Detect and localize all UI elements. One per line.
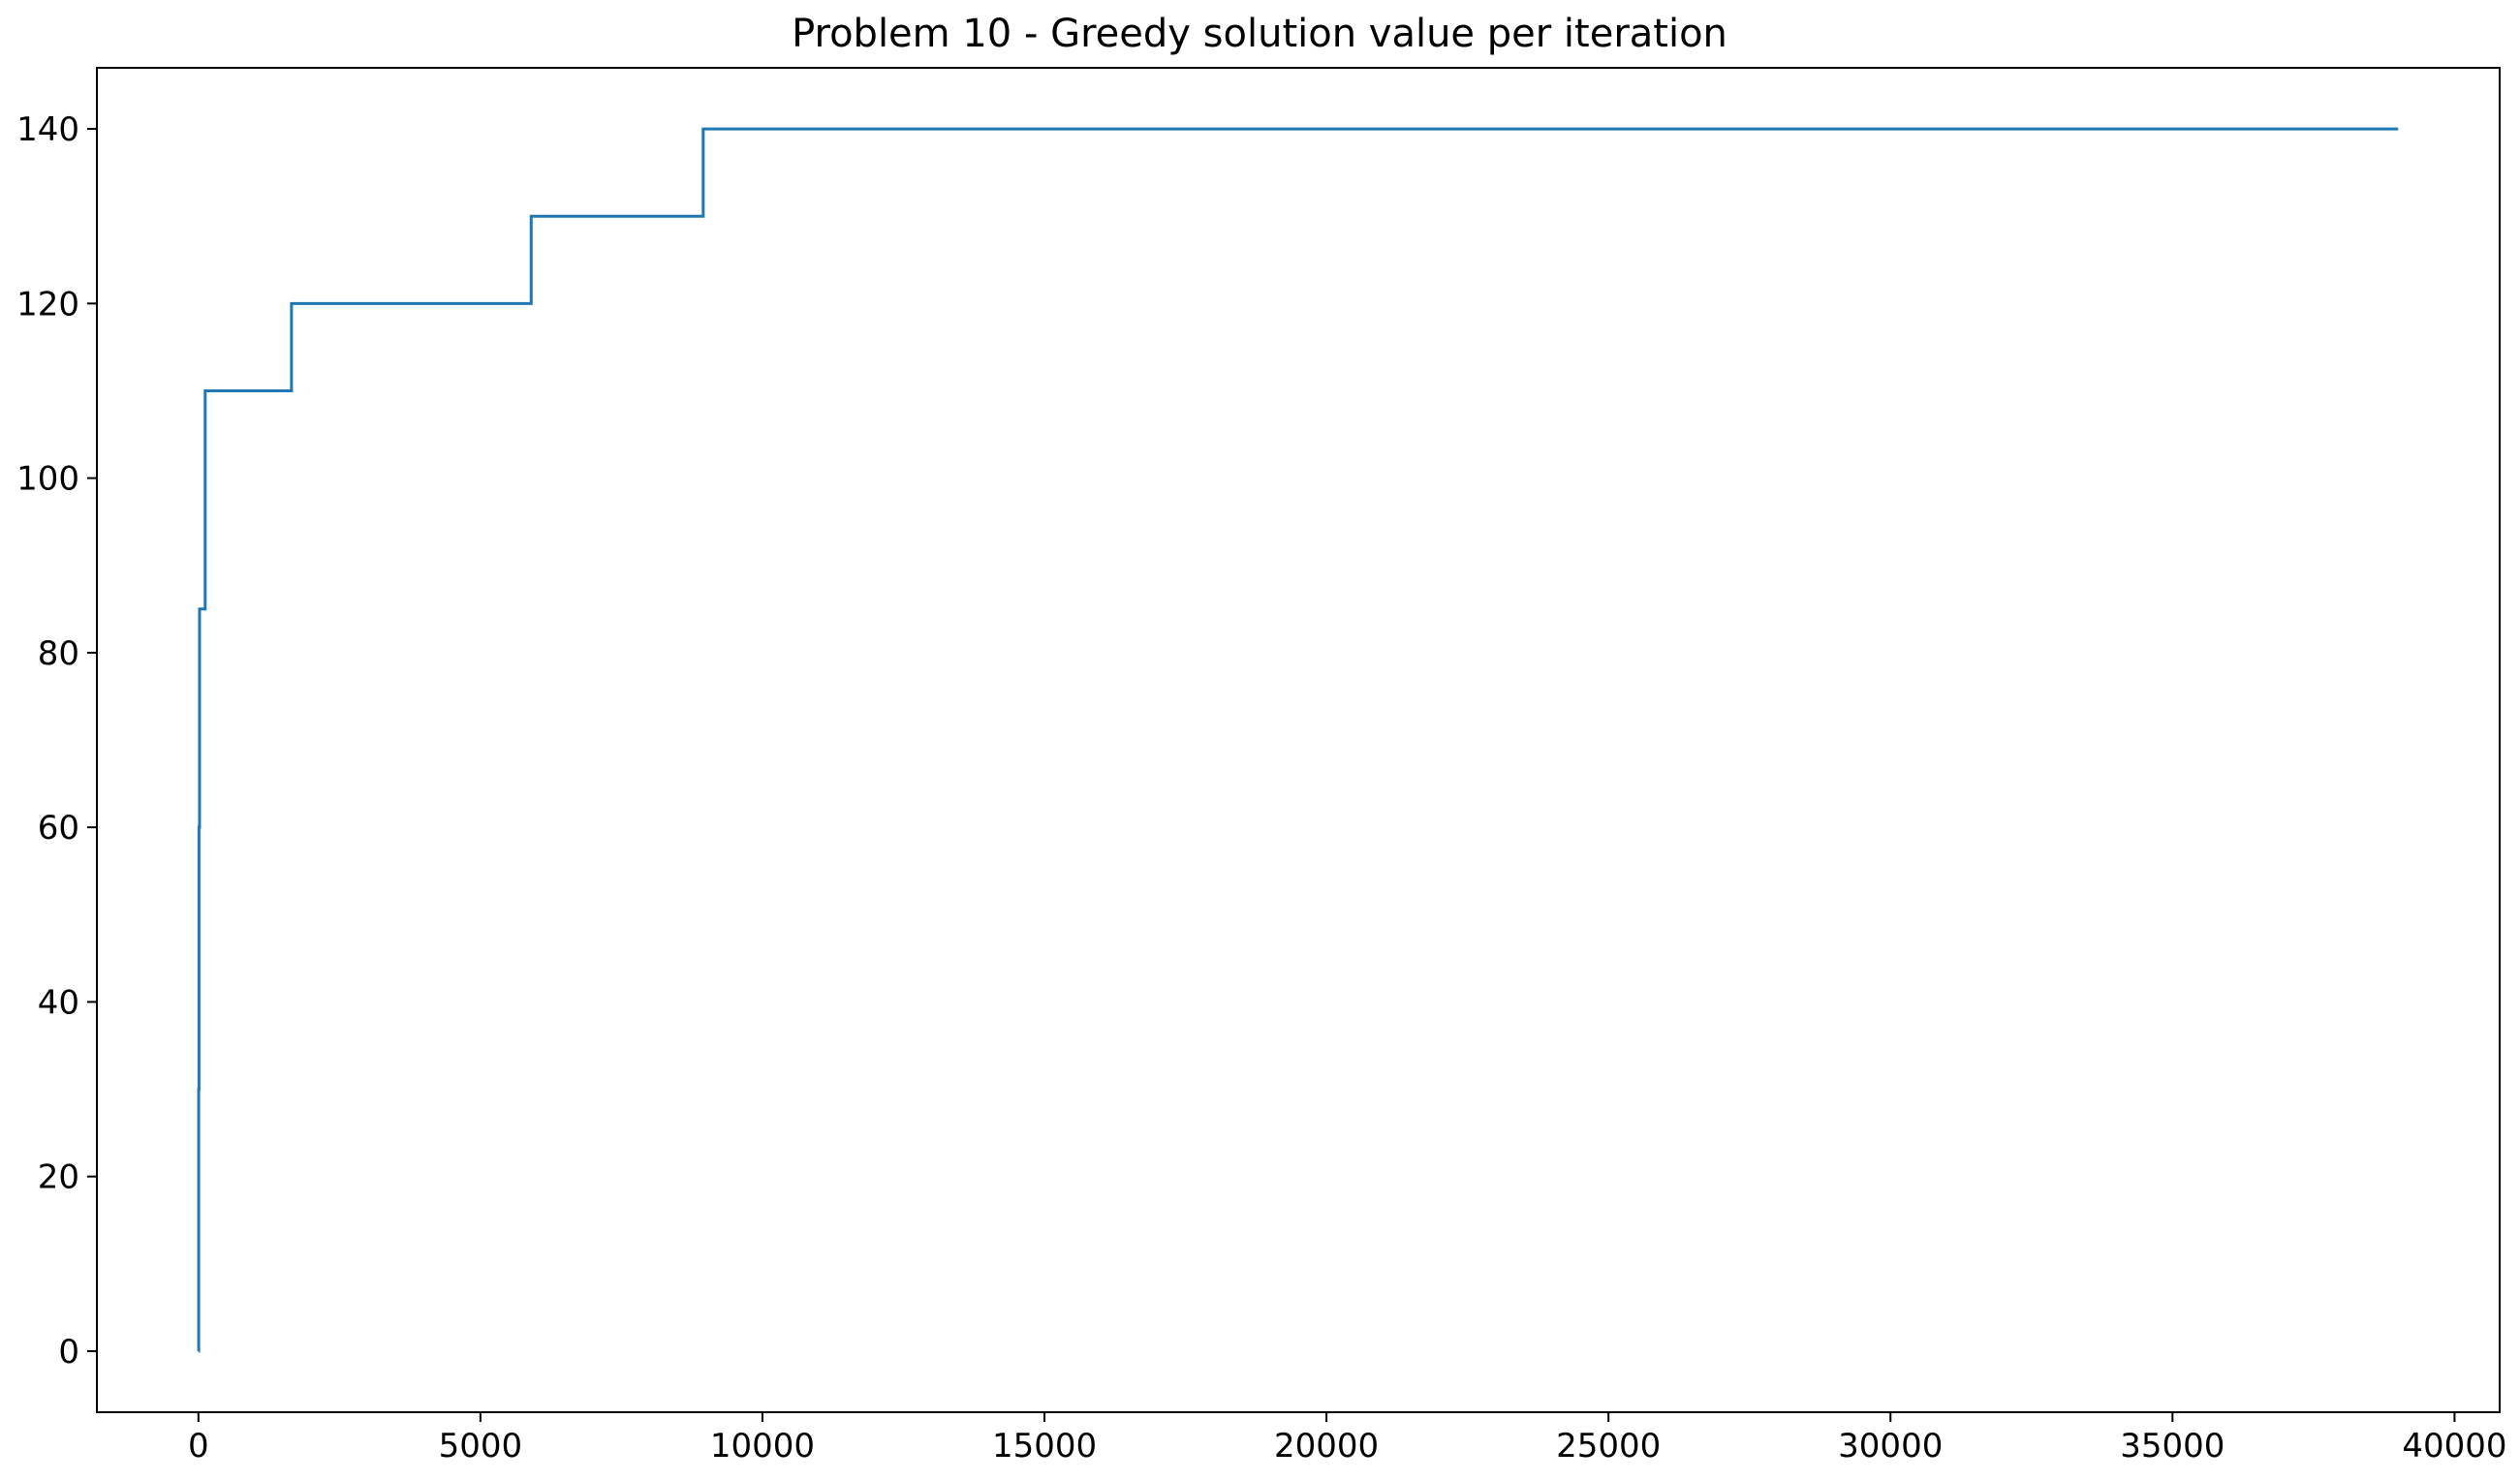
series-line (197, 127, 2399, 1353)
plot-area-frame (96, 67, 2501, 1413)
x-tick-label: 0 (188, 1427, 209, 1466)
y-tick-label: 0 (58, 1333, 79, 1372)
y-tick-label: 60 (38, 809, 79, 848)
y-tick-label: 80 (38, 634, 79, 673)
series-layer (197, 127, 2399, 1353)
x-tick-label: 35000 (2120, 1427, 2224, 1466)
y-axis: 0 20 40 60 80 100 120 140 (16, 110, 97, 1372)
y-tick-label: 120 (16, 285, 79, 324)
x-tick-label: 5000 (439, 1427, 523, 1466)
y-tick-label: 20 (38, 1158, 79, 1197)
x-tick-label: 40000 (2402, 1427, 2506, 1466)
x-tick-label: 30000 (1838, 1427, 1943, 1466)
x-tick-label: 20000 (1274, 1427, 1379, 1466)
x-tick-label: 25000 (1556, 1427, 1661, 1466)
x-axis: 0 5000 10000 15000 20000 25000 30000 35000 40000 (188, 1412, 2507, 1466)
y-tick-label: 40 (38, 983, 79, 1022)
y-tick-label: 140 (16, 110, 79, 149)
chart-title: Problem 10 - Greedy solution value per i… (792, 12, 1727, 56)
x-tick-label: 10000 (710, 1427, 815, 1466)
x-tick-label: 15000 (992, 1427, 1097, 1466)
y-tick-label: 100 (16, 460, 79, 499)
